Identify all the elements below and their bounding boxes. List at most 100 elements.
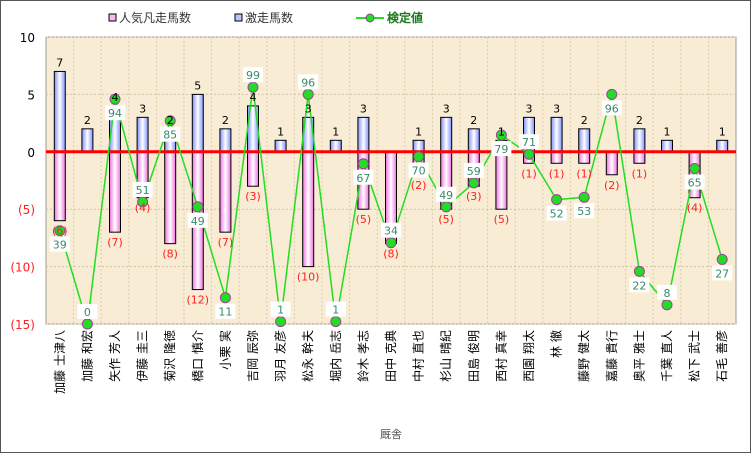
- line-label-bg: [105, 105, 125, 121]
- line-label-bg: [243, 67, 263, 83]
- data-label-neg: (12): [187, 294, 210, 307]
- line-marker: [689, 163, 701, 175]
- data-label-pos: 1: [719, 125, 726, 138]
- line-marker: [192, 201, 204, 213]
- data-label-line: 99: [246, 69, 260, 82]
- bar-neg: [302, 151, 315, 268]
- line-label-bg: [491, 141, 512, 157]
- data-label-line: 52: [550, 208, 564, 221]
- data-label-line: 39: [53, 239, 67, 252]
- line-label-bg: [519, 134, 539, 150]
- line-label-bg: [381, 222, 401, 238]
- x-tick-label: 伊藤 圭三: [136, 330, 150, 382]
- data-label-line: 96: [301, 76, 315, 89]
- data-label-pos: 1: [332, 125, 339, 138]
- data-label-line: 1: [332, 304, 339, 317]
- data-label-neg: (1): [632, 167, 648, 180]
- bar-pos: [550, 116, 563, 153]
- x-tick-label: 中村 直也: [411, 330, 426, 382]
- legend-swatch-pos: [234, 13, 243, 22]
- x-tick-label: 藤野 健太: [576, 330, 591, 382]
- line-label-bg: [270, 301, 291, 317]
- line-marker: [109, 93, 121, 105]
- line-marker: [164, 115, 176, 127]
- x-tick-label: 菊沢 隆徳: [162, 330, 177, 382]
- bar-neg: [495, 151, 508, 210]
- line-label-bg: [215, 303, 236, 319]
- data-label-line: 71: [522, 136, 536, 149]
- legend-label-line: 検定値: [387, 10, 423, 25]
- bar-neg: [578, 151, 591, 164]
- data-label-line: 67: [356, 172, 370, 185]
- line-marker: [523, 148, 535, 160]
- data-label-pos: 2: [167, 114, 174, 127]
- x-tick-label: 矢作 芳人: [108, 330, 122, 382]
- bar-neg: [53, 151, 66, 222]
- line-marker: [551, 194, 563, 206]
- data-label-pos: 2: [222, 114, 229, 127]
- data-label-pos: 4: [250, 91, 257, 104]
- x-tick-label: 羽月 友彦: [273, 330, 288, 382]
- data-label-line: 53: [577, 205, 591, 218]
- data-label-neg: (3): [245, 190, 261, 203]
- data-label-pos: 2: [581, 114, 588, 127]
- data-label-neg: (1): [576, 167, 592, 180]
- data-label-neg: (6): [52, 225, 68, 238]
- line-label-bg: [629, 277, 650, 293]
- bar-neg: [247, 151, 259, 187]
- bar-neg: [109, 151, 121, 233]
- bar-pos: [467, 128, 480, 153]
- data-label-neg: (3): [466, 190, 482, 203]
- data-label-neg: (7): [107, 236, 123, 249]
- data-label-pos: 2: [84, 114, 91, 127]
- x-tick-label: 堀内 岳志: [328, 330, 343, 382]
- data-label-neg: (1): [549, 167, 565, 180]
- data-label-pos: 3: [139, 102, 146, 115]
- data-label-line: 8: [664, 287, 671, 300]
- x-tick-label: 田中 克典: [383, 330, 398, 382]
- line-label-bg: [187, 212, 208, 228]
- x-tick-label: 西園 翔太: [521, 330, 536, 382]
- line-label-bg: [408, 162, 429, 178]
- data-label-pos: 7: [56, 56, 63, 69]
- legend-marker: [365, 13, 375, 23]
- line-marker: [413, 151, 425, 163]
- line-marker: [633, 265, 645, 277]
- line-label-bg: [298, 74, 319, 90]
- line-marker: [219, 292, 231, 304]
- y-tick-label: 0: [27, 146, 35, 160]
- bar-pos: [716, 139, 729, 153]
- line-label-bg: [325, 301, 346, 317]
- x-tick-label: 小栗 実: [217, 330, 232, 370]
- data-label-line: 49: [439, 189, 453, 202]
- data-label-line: 49: [191, 215, 205, 228]
- line-label-bg: [657, 284, 677, 300]
- data-label-pos: 1: [415, 125, 422, 138]
- data-label-pos: 1: [664, 125, 671, 138]
- x-tick-label: 嘉藤 貴行: [605, 330, 619, 382]
- bar-pos: [329, 139, 342, 153]
- data-label-line: 11: [218, 306, 232, 319]
- y-tick-label: (5): [18, 203, 35, 217]
- line-marker: [385, 237, 397, 249]
- line-marker: [495, 129, 507, 141]
- line-label-bg: [132, 182, 153, 198]
- data-label-neg: (5): [494, 213, 510, 226]
- line-marker: [81, 318, 93, 330]
- line-marker: [440, 201, 452, 213]
- x-tick-label: 石毛 善彦: [714, 330, 729, 382]
- line-label-bg: [712, 265, 733, 281]
- legend: 人気凡走馬数 激走馬数 検定値: [108, 10, 423, 25]
- data-label-neg: (2): [604, 179, 620, 192]
- y-tick-label: (15): [10, 318, 35, 332]
- data-label-neg: (4): [687, 202, 703, 215]
- bar-pos: [53, 70, 66, 153]
- line-label-bg: [574, 203, 595, 219]
- data-label-line: 96: [605, 102, 619, 115]
- line-label-bg: [353, 169, 374, 185]
- line-marker: [357, 158, 369, 170]
- legend-swatch-neg: [108, 13, 117, 22]
- x-tick-label: 千葉 直人: [660, 330, 674, 382]
